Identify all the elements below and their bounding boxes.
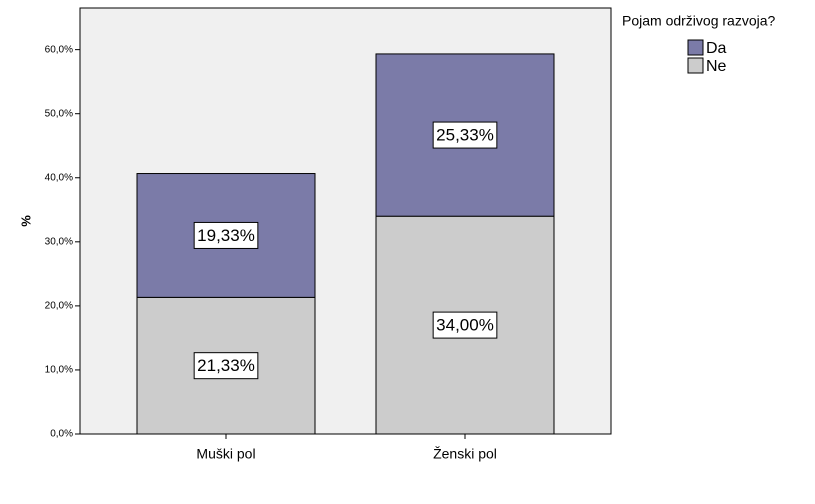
value-label: 25,33% xyxy=(436,126,494,145)
y-tick-label: 30,0% xyxy=(45,236,73,247)
legend-label: Ne xyxy=(706,58,727,75)
legend-label: Da xyxy=(706,40,727,57)
value-label-box xyxy=(193,352,259,380)
value-label: 34,00% xyxy=(436,316,494,335)
y-tick-label: 50,0% xyxy=(45,108,73,119)
y-tick-label: 0,0% xyxy=(50,429,73,440)
value-label-box xyxy=(432,121,498,149)
y-tick-label: 10,0% xyxy=(45,365,73,376)
value-label: 19,33% xyxy=(197,226,255,245)
x-tick-label: Muški pol xyxy=(196,446,255,462)
x-tick-label: Ženski pol xyxy=(433,446,497,462)
y-tick-label: 20,0% xyxy=(45,301,73,312)
y-axis-label: % xyxy=(18,215,33,227)
value-label-box xyxy=(432,311,498,339)
legend-swatch xyxy=(687,39,704,56)
y-tick-label: 60,0% xyxy=(45,44,73,55)
legend-swatch xyxy=(687,57,704,74)
legend-title: Pojam održivog razvoja? xyxy=(622,13,776,29)
value-label-box xyxy=(193,221,259,249)
value-label: 21,33% xyxy=(197,356,255,375)
y-tick-label: 40,0% xyxy=(45,172,73,183)
